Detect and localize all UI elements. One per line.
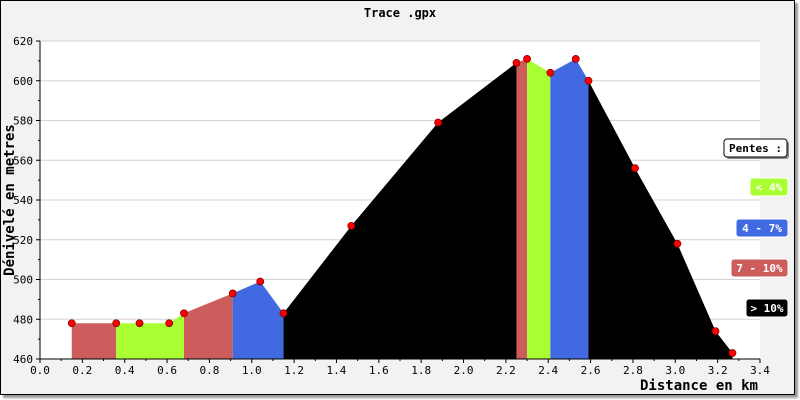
legend-title: Pentes : bbox=[729, 142, 782, 155]
y-tick-label: 560 bbox=[13, 154, 33, 167]
slope-segment-red bbox=[184, 293, 233, 359]
y-tick-label: 460 bbox=[13, 353, 33, 366]
y-tick-label: 540 bbox=[13, 194, 33, 207]
x-tick-label: 0.8 bbox=[199, 364, 219, 377]
slope-segment-red bbox=[516, 58, 528, 359]
x-axis-label: Distance en km bbox=[640, 378, 758, 394]
y-tick-label: 580 bbox=[13, 115, 33, 128]
data-point bbox=[584, 76, 593, 85]
x-tick-label: 1.6 bbox=[369, 364, 389, 377]
x-tick-label: 2.2 bbox=[496, 364, 516, 377]
legend-label-green: < 4% bbox=[756, 181, 783, 194]
data-point bbox=[135, 319, 144, 328]
slope-segment-blue bbox=[550, 58, 589, 359]
x-tick-label: 2.6 bbox=[581, 364, 601, 377]
legend-label-red: 7 - 10% bbox=[736, 262, 783, 275]
data-point bbox=[347, 221, 356, 230]
data-point bbox=[279, 309, 288, 318]
x-tick-label: 1.8 bbox=[411, 364, 431, 377]
legend-swatch-black bbox=[745, 298, 789, 318]
x-tick-label: 0.6 bbox=[157, 364, 177, 377]
data-point bbox=[711, 327, 720, 336]
x-tick-label: 2.0 bbox=[454, 364, 474, 377]
y-tick-label: 600 bbox=[13, 75, 33, 88]
x-tick-label: 2.4 bbox=[538, 364, 558, 377]
legend-swatch-red bbox=[730, 258, 789, 278]
data-point bbox=[546, 68, 555, 77]
data-point bbox=[165, 319, 174, 328]
data-point bbox=[180, 309, 188, 318]
y-axis-label: Dénivelé en metres bbox=[2, 124, 18, 276]
data-point bbox=[728, 349, 737, 357]
data-point bbox=[523, 54, 531, 63]
data-point bbox=[67, 319, 76, 328]
slope-segment-blue bbox=[232, 281, 284, 359]
data-point bbox=[673, 239, 682, 248]
x-tick-label: 2.8 bbox=[623, 364, 643, 377]
y-tick-label: 520 bbox=[13, 234, 33, 247]
x-tick-label: 1.2 bbox=[284, 364, 304, 377]
slope-segment-black bbox=[588, 80, 733, 359]
legend-swatch-blue bbox=[735, 218, 789, 238]
data-point bbox=[512, 58, 521, 67]
data-point bbox=[112, 319, 121, 328]
x-tick-label: 0.0 bbox=[30, 364, 50, 377]
x-tick-label: 0.4 bbox=[115, 364, 135, 377]
data-point bbox=[256, 277, 265, 286]
x-tick-label: 3.0 bbox=[665, 364, 685, 377]
legend-swatch-green bbox=[749, 177, 789, 197]
data-point bbox=[571, 54, 580, 63]
y-tick-label: 480 bbox=[13, 313, 33, 326]
x-tick-label: 1.0 bbox=[242, 364, 262, 377]
x-tick-label: 3.2 bbox=[708, 364, 728, 377]
legend-title-box bbox=[723, 138, 788, 158]
data-point bbox=[631, 164, 639, 173]
slope-segment-black bbox=[283, 62, 517, 360]
slope-segment-red bbox=[71, 323, 117, 359]
y-tick-label: 500 bbox=[13, 274, 33, 287]
legend-label-black: > 10% bbox=[750, 302, 783, 315]
slope-segment-green bbox=[527, 58, 551, 359]
x-tick-label: 0.2 bbox=[72, 364, 92, 377]
legend-label-blue: 4 - 7% bbox=[742, 222, 782, 235]
chart-title: Trace .gpx bbox=[364, 6, 436, 20]
data-point bbox=[434, 118, 443, 127]
x-tick-label: 1.4 bbox=[327, 364, 347, 377]
y-tick-label: 620 bbox=[13, 35, 33, 48]
slope-legend: Pentes : < 4% 4 - 7% 7 - 10% > 10% bbox=[723, 138, 789, 318]
data-point bbox=[228, 289, 237, 298]
x-tick-label: 3.4 bbox=[750, 364, 770, 377]
